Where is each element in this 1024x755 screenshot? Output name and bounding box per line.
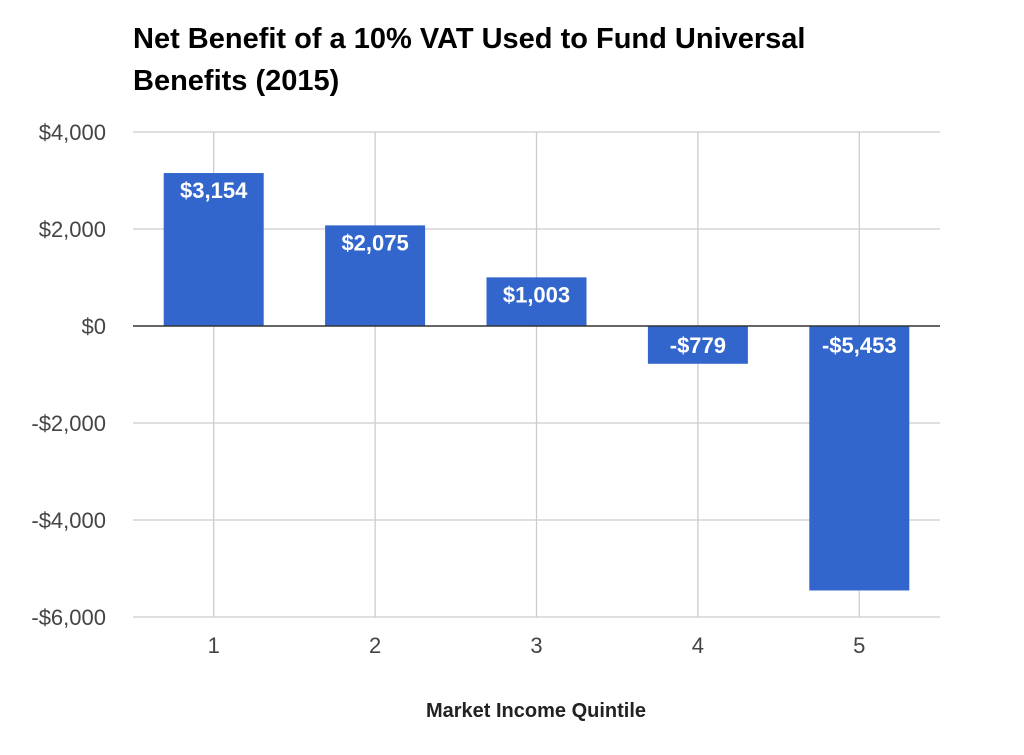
y-axis-ticks: $4,000 $2,000 $0 -$2,000 -$4,000 -$6,000 (31, 120, 106, 630)
bar-q2 (325, 225, 426, 326)
x-axis-title: Market Income Quintile (425, 700, 647, 722)
data-labels: $3,154 $2,075 $1,003 -$779 -$5,453 (180, 178, 897, 358)
chart-title: Net Benefit of a 10% VAT Used to Fund Un… (133, 23, 806, 97)
x-tick-label: 2 (369, 633, 381, 658)
y-tick-label: $4,000 (39, 120, 106, 145)
y-tick-label: $2,000 (39, 217, 106, 242)
x-axis-ticks: 1 2 3 4 5 (208, 633, 866, 658)
x-tick-label: 5 (853, 633, 865, 658)
x-tick-label: 3 (530, 633, 542, 658)
x-tick-label: 1 (208, 633, 220, 658)
bar-q3 (486, 277, 587, 326)
data-label: -$5,453 (822, 333, 897, 358)
bar-q1 (163, 173, 264, 326)
bar-q4 (647, 326, 748, 364)
data-label: $2,075 (341, 230, 408, 255)
data-label: $1,003 (503, 282, 570, 307)
y-tick-label: $0 (82, 314, 106, 339)
y-tick-label: -$6,000 (31, 605, 106, 630)
x-tick-label: 4 (692, 633, 704, 658)
data-label: -$779 (670, 333, 726, 358)
y-tick-label: -$2,000 (31, 411, 106, 436)
bar-q5 (809, 326, 910, 591)
data-label: $3,154 (180, 178, 248, 203)
y-tick-label: -$4,000 (31, 508, 106, 533)
bars (163, 173, 910, 591)
